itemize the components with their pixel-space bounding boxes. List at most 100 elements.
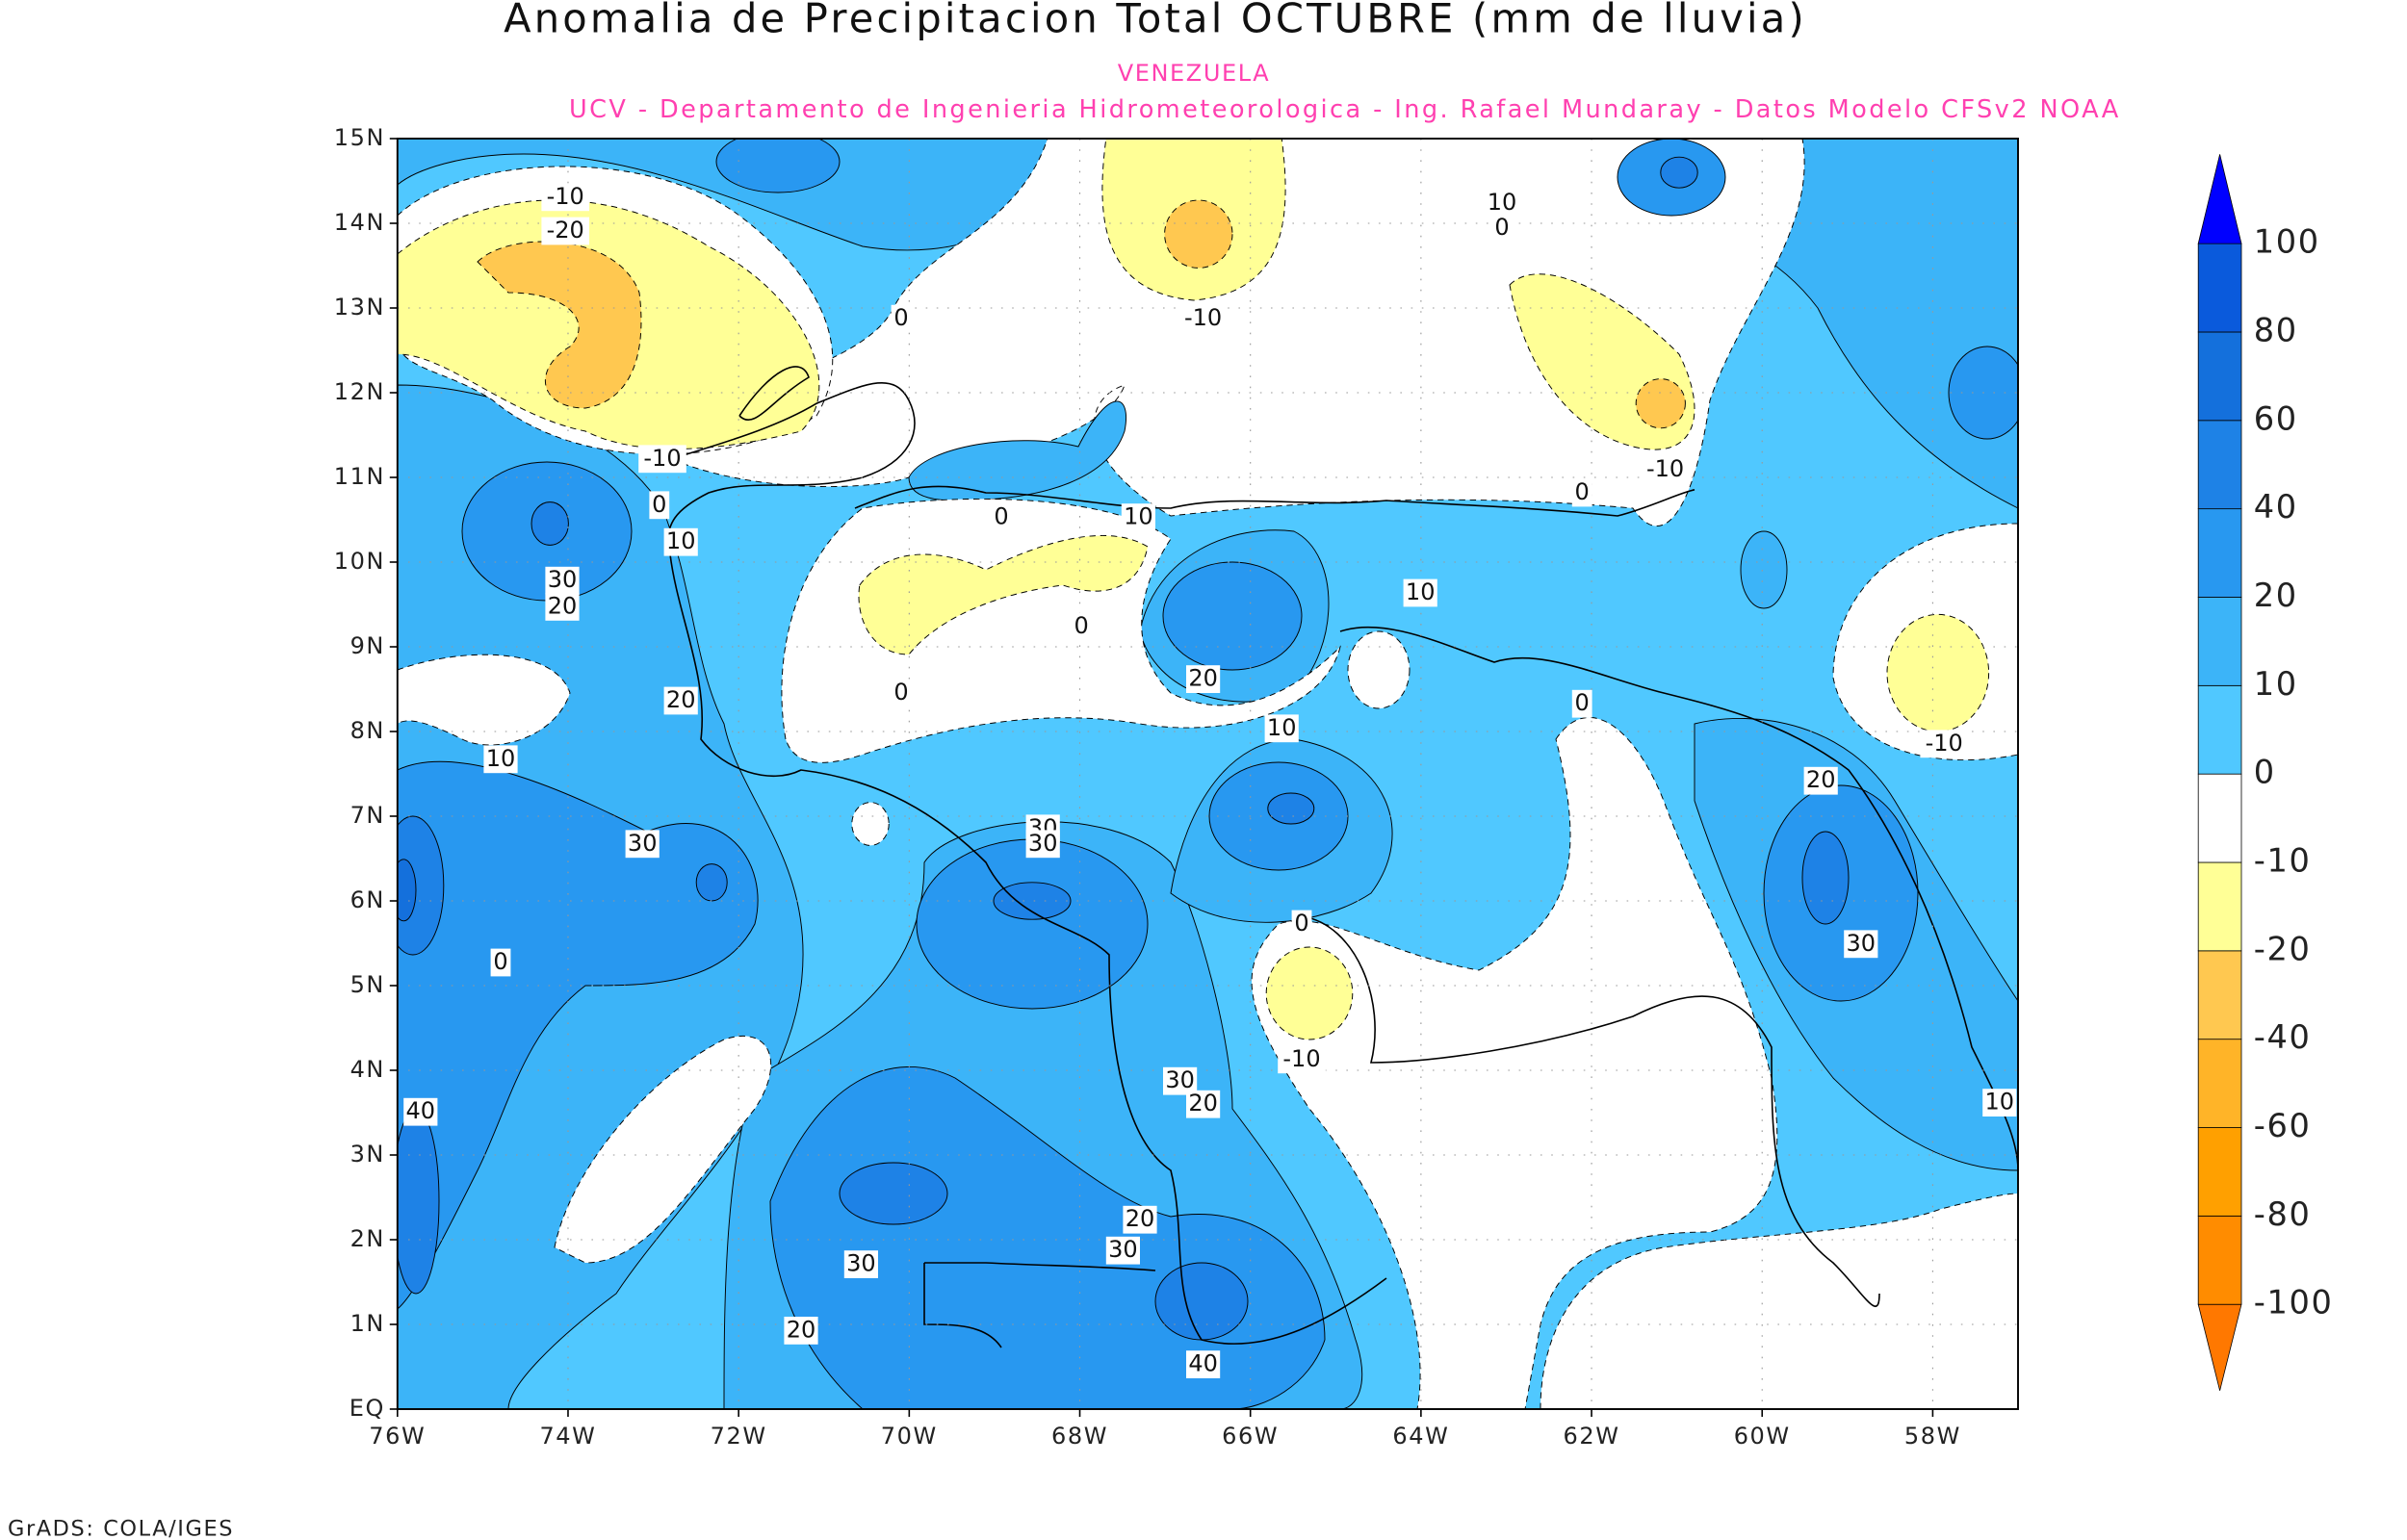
field-region [1948,346,2018,440]
field-region [554,1035,772,1264]
colorbar-box [2197,1127,2242,1217]
colorbar-label: -60 [2254,1107,2312,1144]
field-region [1154,1262,1249,1341]
contour-label-bg [1071,612,1092,641]
lon-tick-label: 76W [369,1423,426,1450]
contour-label-bg [1105,1236,1140,1265]
contour-label-bg [891,304,912,333]
contour-label-bg [1278,1045,1326,1074]
colorbar-label: -100 [2254,1284,2334,1322]
contour-label-bg [843,1250,878,1278]
contour-label-bg [638,445,686,474]
field-region [1540,1193,2018,1409]
colorbar-label: -20 [2254,930,2312,967]
contour-label: 40 [406,1097,436,1124]
field-region [477,241,642,409]
contour-label-bg [1178,304,1228,333]
contour-label: 10 [1124,503,1153,530]
contour-label: 20 [1188,665,1218,692]
contour-label: 10 [1267,714,1297,741]
title: Anomalia de Precipitacion Total OCTUBRE … [504,0,1807,41]
contour-label-bg [784,1317,818,1345]
contour-label: 30 [1108,1236,1138,1263]
lat-tick-label: 11N [334,463,385,490]
coastline [1301,915,1880,1307]
lon-tick-label: 72W [711,1423,767,1450]
contour-label: 20 [1188,1090,1218,1116]
field-region [397,815,445,956]
field-region [1162,561,1303,671]
contour-label-bg [541,183,589,212]
field-region [839,1162,948,1225]
contour-label: 30 [628,830,658,857]
field-region [397,760,759,1310]
colorbar-box [2197,508,2242,598]
contour-label-bg [1491,214,1513,243]
lat-tick-label: 10N [334,548,385,575]
contour-label-bg [1485,189,1519,218]
contour-label: -10 [643,445,681,472]
contour-label-bg [541,217,589,245]
field-region [1740,530,1788,609]
lat-tick-label: 7N [350,802,385,829]
contour-label-bg [625,830,660,859]
contour-label: 0 [493,948,507,975]
lat-tick-label: 13N [334,294,385,321]
coastline [669,553,1387,1345]
field-region [531,501,569,546]
lat-tick-label: 15N [334,124,385,151]
map-frame [396,138,2019,1410]
colorbar-box [2197,773,2242,863]
contour-label: 0 [1575,689,1590,716]
lat-tick-label: 6N [350,886,385,913]
coastline [854,485,1695,517]
field-region [1164,199,1233,269]
contour-label: -20 [547,217,584,244]
colorbar-box [2197,684,2242,775]
field-region [916,838,1149,1010]
contour-label: -10 [1282,1045,1320,1072]
lon-tick-label: 62W [1564,1423,1620,1450]
lat-tick-label: EQ [349,1395,385,1422]
contour-label-bg [403,1097,438,1126]
field-region [397,654,571,746]
contour-label-bg [1186,1350,1221,1378]
contour-label: 10 [486,745,516,772]
field-region [1801,831,1850,925]
contour-label-bg [649,491,670,520]
contour-label-bg [483,745,518,774]
contour-label: -10 [1926,730,1963,757]
contour-label-bg [1641,455,1690,484]
colorbar-end [2197,1303,2242,1391]
contour-label: 0 [1074,612,1089,639]
contour-label: 10 [666,527,696,554]
field-region [397,1108,440,1295]
field-region [397,859,417,922]
contour-label-bg [1186,1090,1221,1118]
colorbar-box [2197,243,2242,333]
lon-tick-label: 66W [1222,1423,1279,1450]
colorbar-label: 60 [2254,399,2298,437]
lat-tick-label: 14N [334,209,385,236]
lat-tick-label: 4N [350,1056,385,1083]
lat-tick-label: 5N [350,971,385,998]
contour-label: -10 [1184,304,1222,331]
contour-label: 0 [893,304,908,331]
colorbar-box [2197,1215,2242,1305]
colorbar-box [2197,420,2242,510]
contour-label: 20 [1126,1205,1155,1232]
colorbar-box [2197,597,2242,686]
contour-label: 0 [994,503,1008,530]
lat-tick-label: 3N [350,1141,385,1168]
contour-label-bg [1844,930,1878,959]
field-region [851,802,890,846]
field-region [1267,792,1315,825]
contour-label-bg [1403,578,1437,607]
contour-label-bg [1920,730,1968,758]
contour-label: 20 [548,592,578,619]
contour-label-bg [891,679,912,707]
colorbar-box [2197,950,2242,1040]
colorbar-end [2197,154,2242,244]
contour-label: 10 [1406,578,1436,605]
